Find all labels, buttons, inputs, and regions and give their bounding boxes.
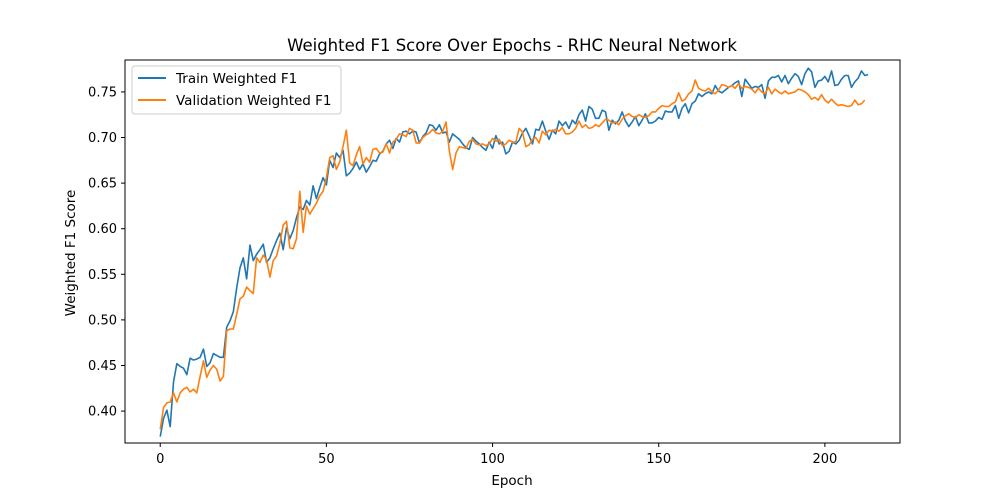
x-tick-label: 100 — [480, 452, 505, 467]
y-tick-label: 0.60 — [88, 222, 117, 237]
y-tick-label: 0.40 — [88, 405, 117, 420]
legend-label-validation: Validation Weighted F1 — [176, 93, 332, 109]
chart-title: Weighted F1 Score Over Epochs - RHC Neur… — [287, 36, 737, 55]
x-tick-label: 200 — [812, 452, 837, 467]
y-tick-label: 0.45 — [88, 359, 117, 374]
x-tick-label: 150 — [646, 452, 671, 467]
legend: Train Weighted F1 Validation Weighted F1 — [131, 65, 342, 115]
plot-area — [124, 59, 901, 444]
plot-background — [125, 60, 900, 443]
x-axis: 0 50 100 150 200 — [156, 443, 837, 467]
y-tick-label: 0.50 — [88, 313, 117, 328]
legend-label-train: Train Weighted F1 — [175, 71, 297, 87]
plot-frame — [124, 59, 901, 444]
series-line-validation-weighted-f1 — [159, 79, 866, 430]
y-tick-label: 0.55 — [88, 268, 117, 283]
x-tick-label: 50 — [318, 452, 335, 467]
legend-frame — [131, 65, 342, 115]
y-tick-label: 0.65 — [88, 177, 117, 192]
x-tick-label: 0 — [156, 452, 164, 467]
y-axis-label: Weighted F1 Score — [63, 190, 79, 317]
y-tick-label: 0.75 — [88, 85, 117, 100]
y-tick-label: 0.70 — [88, 131, 117, 146]
series-line-train-weighted-f1 — [159, 67, 869, 437]
y-axis: 0.40 0.45 0.50 0.55 0.60 0.65 0.70 0.75 — [88, 85, 125, 420]
x-axis-label: Epoch — [491, 473, 532, 489]
series-layer — [159, 67, 869, 437]
